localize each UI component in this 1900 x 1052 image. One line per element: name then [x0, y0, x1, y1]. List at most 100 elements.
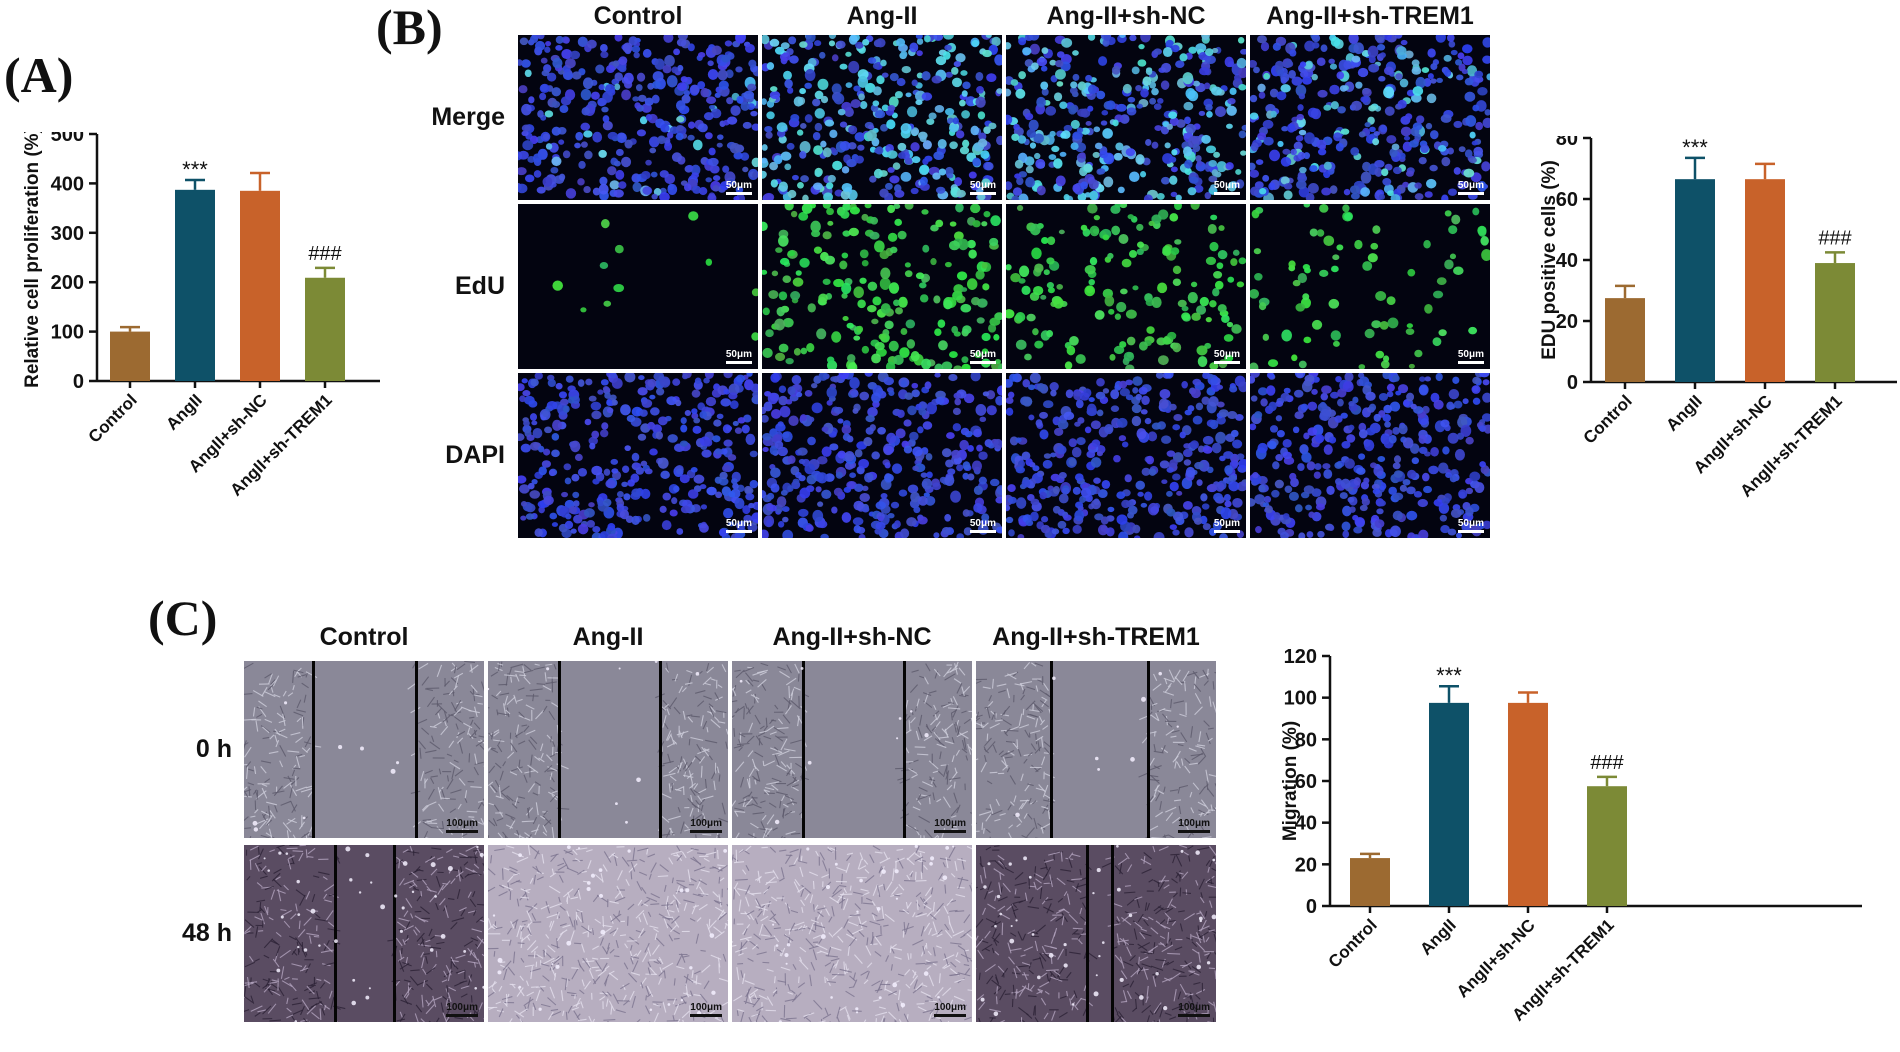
row-header-c: 0 h [195, 734, 232, 763]
bar-angii-sh-trem1 [1587, 786, 1627, 906]
scale-bar: 100μm [934, 1002, 966, 1017]
y-tick-label: 80 [1295, 729, 1317, 751]
significance-annotation: ### [1818, 227, 1852, 249]
x-category-label: AngII [1416, 915, 1459, 958]
scratch-image-1-1: 100μm [488, 845, 728, 1022]
scale-bar-label: 50μm [725, 349, 752, 360]
y-tick-label: 80 [1556, 136, 1578, 150]
y-tick-label: 40 [1295, 813, 1317, 835]
scale-bar-label: 100μm [934, 1002, 966, 1013]
bar-angii-sh-nc [1745, 179, 1785, 382]
scale-bar: 100μm [690, 1002, 722, 1017]
scale-bar-label: 50μm [969, 180, 996, 191]
scale-bar-label: 50μm [1457, 518, 1484, 529]
bar-angii [1675, 179, 1715, 382]
col-header-b: Ang-II [846, 2, 918, 30]
scale-bar-label: 100μm [690, 1002, 722, 1013]
micrograph-edu-1: 50μm [762, 204, 1002, 369]
bar-angii [175, 189, 215, 381]
x-category-label: AngII [162, 390, 205, 433]
scale-bar: 100μm [1178, 818, 1210, 833]
significance-annotation: ### [308, 243, 342, 265]
row-header-c: 48 h [181, 918, 232, 947]
y-tick-label: 500 [51, 132, 84, 146]
scale-bar: 50μm [1213, 349, 1240, 364]
micrograph-merge-2: 50μm [1006, 35, 1246, 200]
y-tick-label: 40 [1556, 250, 1578, 272]
scale-bar: 50μm [969, 518, 996, 533]
scratch-image-1-3: 100μm [976, 845, 1216, 1022]
chart-a-proliferation: 0 100 200 300 400 500 Relative cell proliferat… [22, 132, 380, 500]
y-tick-label: 100 [1284, 688, 1317, 710]
y-tick-label: 0 [73, 371, 84, 393]
x-category-label: AngII+sh-NC [1453, 915, 1539, 1001]
y-tick-label: 200 [51, 272, 84, 294]
scratch-image-1-0: 100μm [244, 845, 484, 1022]
scale-bar-label: 50μm [1213, 349, 1240, 360]
scale-bar: 50μm [1457, 518, 1484, 533]
micrograph-dapi-0: 50μm [518, 373, 758, 538]
scale-bar-label: 50μm [969, 349, 996, 360]
col-header-b: Ang-II+sh-TREM1 [1266, 2, 1474, 30]
scale-bar-label: 50μm [969, 518, 996, 529]
scale-bar-label: 50μm [725, 518, 752, 529]
micrograph-edu-3: 50μm [1250, 204, 1490, 369]
x-category-label: Control [85, 390, 141, 446]
scale-bar: 100μm [934, 818, 966, 833]
col-header-b: Control [593, 2, 683, 30]
y-tick-label: 20 [1295, 854, 1317, 876]
panel-letter-c: (C) [148, 590, 218, 646]
scale-bar-label: 100μm [1178, 818, 1210, 829]
micrograph-edu-2: 50μm [1006, 204, 1246, 369]
y-tick-label: 20 [1556, 311, 1578, 333]
scale-bar: 50μm [1457, 180, 1484, 195]
y-tick-label: 300 [51, 223, 84, 245]
scale-bar-label: 50μm [1213, 518, 1240, 529]
y-tick-label: 60 [1556, 189, 1578, 211]
col-header-b: Ang-II+sh-NC [1046, 2, 1206, 30]
scratch-image-0-2: 100μm [732, 661, 972, 838]
bar-angii [1429, 702, 1469, 906]
scale-bar: 100μm [1178, 1002, 1210, 1017]
scale-bar: 50μm [969, 180, 996, 195]
chart-b-edu: 0 20 40 60 80 EDU positive cells (%) Control **… [1539, 136, 1897, 501]
scratch-image-1-2: 100μm [732, 845, 972, 1022]
col-header-c: Control [319, 623, 409, 651]
bar-control [1350, 858, 1390, 906]
bar-angii-sh-nc [1508, 702, 1548, 906]
micrograph-dapi-3: 50μm [1250, 373, 1490, 538]
scale-bar: 50μm [969, 349, 996, 364]
row-header-b: DAPI [445, 440, 505, 469]
scale-bar-label: 100μm [446, 1002, 478, 1013]
y-axis-label: Relative cell proliferation (%) [22, 132, 43, 388]
scale-bar: 50μm [1213, 518, 1240, 533]
micrograph-merge-0: 50μm [518, 35, 758, 200]
y-axis-label: Migration (%) [1280, 721, 1301, 841]
bar-angii-sh-nc [240, 190, 280, 381]
scratch-image-0-1: 100μm [488, 661, 728, 838]
scale-bar-label: 50μm [1457, 349, 1484, 360]
scale-bar: 50μm [725, 349, 752, 364]
y-tick-label: 100 [51, 322, 84, 344]
chart-c-migration: 0 20 40 60 80 100 120 Migration (%) Control *** An… [1280, 646, 1862, 1025]
significance-annotation: *** [182, 157, 208, 182]
panel-letter-b: (B) [376, 0, 443, 55]
bar-angii-sh-trem1 [1815, 263, 1855, 382]
scale-bar-label: 100μm [934, 818, 966, 829]
micrograph-edu-0: 50μm [518, 204, 758, 369]
scale-bar: 100μm [690, 818, 722, 833]
scale-bar: 50μm [725, 180, 752, 195]
col-header-c: Ang-II+sh-TREM1 [992, 623, 1200, 651]
micrograph-dapi-2: 50μm [1006, 373, 1246, 538]
scale-bar: 50μm [725, 518, 752, 533]
x-category-label: Control [1580, 391, 1636, 447]
micrograph-dapi-1: 50μm [762, 373, 1002, 538]
panel-letter-a: (A) [4, 47, 74, 103]
significance-annotation: *** [1436, 663, 1462, 688]
micrograph-merge-3: 50μm [1250, 35, 1490, 200]
significance-annotation: *** [1682, 136, 1708, 160]
scale-bar: 100μm [446, 818, 478, 833]
y-tick-label: 0 [1306, 896, 1317, 918]
scale-bar: 100μm [446, 1002, 478, 1017]
scratch-image-0-0: 100μm [244, 661, 484, 838]
